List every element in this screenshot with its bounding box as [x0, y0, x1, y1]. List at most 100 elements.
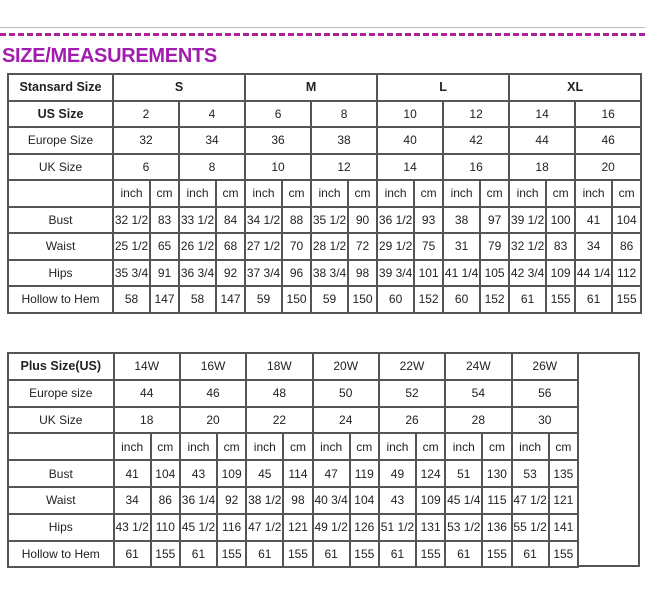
table-cell: 32 1/2	[508, 232, 548, 261]
table-cell: 61	[444, 539, 484, 569]
table-cell: 60	[442, 285, 482, 314]
table-cell: 105	[479, 258, 511, 287]
unit-header: inch	[178, 179, 217, 208]
table-cell: 33 1/2	[178, 205, 217, 234]
table-cell: 36 3/4	[178, 258, 217, 287]
table-cell: 155	[216, 539, 248, 569]
europe-size-row: Europe size 44 46 48 50 52 54 56	[7, 378, 580, 408]
table-cell: 46	[574, 126, 643, 155]
table-cell: 59	[244, 285, 284, 314]
table-cell: 58	[178, 285, 217, 314]
table-cell: 83	[545, 232, 577, 261]
table-cell: 20	[574, 152, 643, 181]
table-cell: 36 1/2	[376, 205, 416, 234]
table-cell: 51 1/2	[377, 512, 418, 542]
table-cell: 52	[377, 378, 447, 408]
unit-header: cm	[149, 432, 181, 462]
table-cell: 6	[244, 99, 313, 128]
table-cell: 6	[112, 152, 180, 181]
table-cell: 109	[415, 485, 447, 515]
row-label: Hollow to Hem	[7, 539, 115, 569]
row-label: US Size	[7, 99, 114, 128]
table-cell: 104	[611, 205, 643, 234]
table-cell: 4	[177, 99, 247, 128]
table-cell: 101	[413, 258, 445, 287]
table-cell: 38 3/4	[310, 258, 350, 287]
unit-header: inch	[574, 179, 614, 208]
table-cell: 2	[112, 99, 180, 128]
table-cell: 50	[311, 378, 380, 408]
table-cell: 155	[415, 539, 447, 569]
table-cell: 43	[377, 485, 418, 515]
table-cell: 60	[376, 285, 416, 314]
table-cell: 58	[112, 285, 151, 314]
table-cell: 61	[311, 539, 351, 569]
table-cell: 155	[545, 285, 577, 314]
unit-header: cm	[214, 179, 247, 208]
table-cell: 29 1/2	[376, 232, 416, 261]
table-cell: 47 1/2	[245, 512, 285, 542]
table-cell: 92	[216, 485, 248, 515]
table-cell: 155	[481, 539, 513, 569]
unit-header: cm	[481, 432, 513, 462]
table-cell: 16	[574, 99, 643, 128]
table-cell: 45 1/4	[444, 485, 484, 515]
measurement-row: Hips 35 3/4 91 36 3/4 92 37 3/4 96 38 3/4 98 39 3…	[7, 258, 643, 287]
unit-header: inch	[377, 432, 418, 462]
size-group-header: 26W	[510, 352, 580, 381]
table-cell: 141	[547, 512, 580, 542]
unit-header: inch	[112, 179, 151, 208]
table-cell: 14	[508, 99, 577, 128]
measurement-row: Hollow to Hem 61 155 61 155 61 155 61 155 61 155 61…	[7, 539, 580, 569]
unit-header: inch	[442, 179, 482, 208]
table-cell: 31	[442, 232, 482, 261]
row-label: Hips	[7, 512, 115, 542]
table-cell: 53	[510, 459, 550, 488]
table-cell: 44 1/4	[574, 258, 614, 287]
uk-size-row: UK Size 18 20 22 24 26 28 30	[7, 405, 580, 435]
table-cell: 53 1/2	[444, 512, 484, 542]
unit-header: cm	[282, 432, 314, 462]
table-cell: 155	[547, 539, 580, 569]
empty-cell	[7, 179, 114, 208]
table-cell: 44	[112, 378, 181, 408]
row-label: Waist	[7, 232, 114, 261]
row-label: Hollow to Hem	[7, 285, 114, 314]
unit-header: inch	[444, 432, 484, 462]
table-cell: 100	[545, 205, 577, 234]
table-cell: 61	[112, 539, 152, 569]
table-cell: 72	[347, 232, 379, 261]
europe-size-row: Europe Size 32 34 36 38 40 42 44 46	[7, 126, 643, 155]
measurement-row: Hollow to Hem 58 147 58 147 59 150 59 150 60 152 60…	[7, 285, 643, 314]
size-group-header: 20W	[311, 352, 380, 381]
table-cell: 44	[508, 126, 577, 155]
table-cell: 98	[282, 485, 314, 515]
table-cell: 41	[574, 205, 614, 234]
size-group-header: 16W	[178, 352, 248, 381]
row-label: Europe Size	[7, 126, 114, 155]
table-cell: 155	[348, 539, 380, 569]
row-label: Bust	[7, 205, 114, 234]
table-cell: 34	[177, 126, 247, 155]
unit-header: inch	[245, 432, 285, 462]
table-cell: 61	[510, 539, 550, 569]
unit-header: cm	[479, 179, 511, 208]
size-group-header: XL	[508, 73, 643, 102]
unit-header: inch	[510, 432, 550, 462]
table-cell: 83	[149, 205, 180, 234]
table-cell: 150	[281, 285, 313, 314]
dashed-divider	[0, 33, 645, 36]
table-cell: 40 3/4	[311, 485, 351, 515]
size-group-header: M	[244, 73, 379, 102]
table-cell: 8	[310, 99, 379, 128]
table-cell: 115	[481, 485, 513, 515]
table-cell: 18	[112, 405, 181, 435]
table-cell: 8	[177, 152, 247, 181]
table-cell: 91	[149, 258, 180, 287]
table-cell: 84	[214, 205, 247, 234]
table-cell: 109	[545, 258, 577, 287]
table-cell: 155	[149, 539, 181, 569]
table-cell: 61	[178, 539, 219, 569]
table-cell: 104	[149, 459, 181, 488]
row-label: Europe size	[7, 378, 115, 408]
